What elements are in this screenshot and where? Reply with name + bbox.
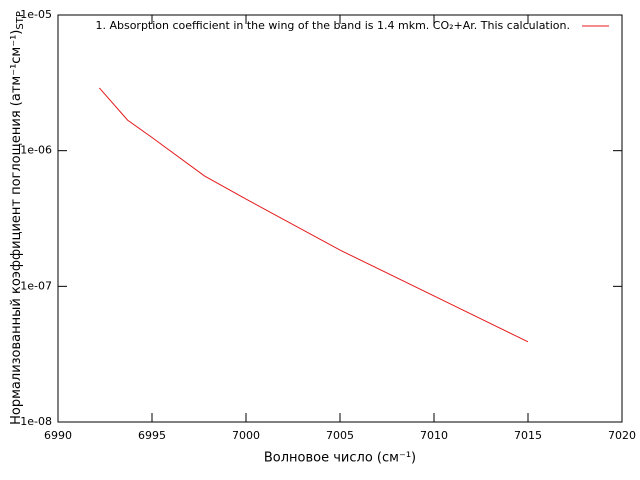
x-tick-label: 7020 bbox=[608, 429, 636, 442]
series-line bbox=[98, 87, 529, 343]
y-tick-label: 1e-06 bbox=[20, 144, 52, 157]
x-tick-label: 7010 bbox=[420, 429, 448, 442]
x-tick-label: 7015 bbox=[514, 429, 542, 442]
x-tick-label: 6990 bbox=[44, 429, 72, 442]
x-tick-label: 7005 bbox=[326, 429, 354, 442]
y-axis-label: Нормализованный коэффициент поглощения (… bbox=[9, 11, 27, 425]
x-tick-label: 7000 bbox=[232, 429, 260, 442]
legend-label: 1. Absorption coefficient in the wing of… bbox=[95, 19, 570, 32]
y-axis-label-main: Нормализованный коэффициент поглощения (… bbox=[9, 30, 24, 425]
y-tick-label: 1e-05 bbox=[20, 8, 52, 21]
plot-border bbox=[57, 14, 623, 423]
y-axis-label-sub: STP bbox=[15, 11, 26, 30]
y-tick-label: 1e-08 bbox=[20, 415, 52, 428]
x-tick-label: 6995 bbox=[138, 429, 166, 442]
x-axis-label: Волновое число (см⁻¹) bbox=[264, 451, 416, 466]
y-tick-label: 1e-07 bbox=[20, 279, 52, 292]
